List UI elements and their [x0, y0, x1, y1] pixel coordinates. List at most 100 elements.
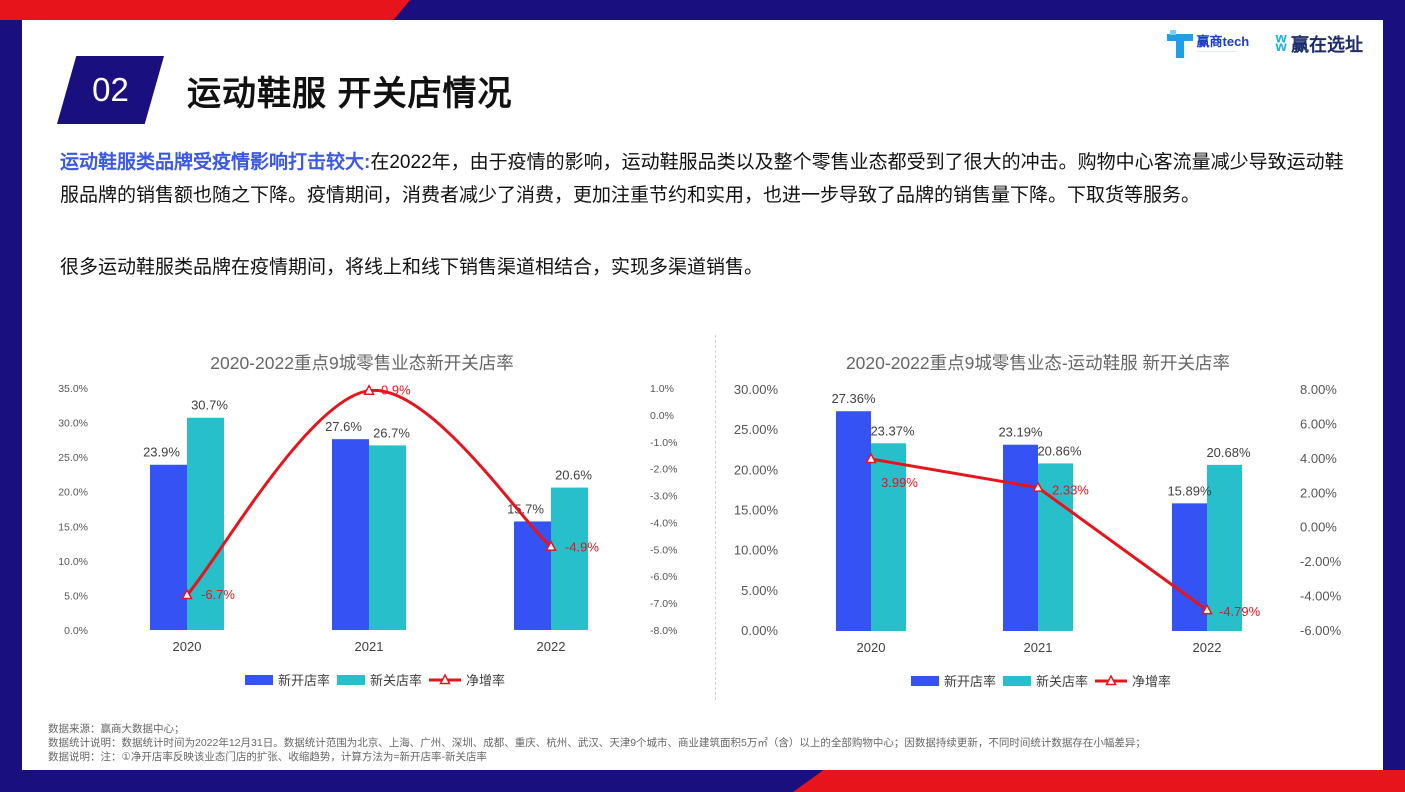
y-tick-label: 0.0% [64, 625, 88, 637]
bar-open-label: 23.19% [998, 425, 1043, 440]
bar-open-label: 27.36% [831, 391, 876, 406]
bar-open-label: 15.7% [507, 501, 544, 516]
y2-tick-label: -3.0% [650, 491, 677, 503]
footnote-method: 数据说明：注：①净开店率反映该业态门店的扩张、收缩趋势，计算方法为=新开店率-新… [48, 751, 488, 763]
y2-tick-label: -7.0% [650, 598, 677, 610]
legend-net-label: 净增率 [1132, 674, 1171, 689]
net-rate-label: 2.33% [1052, 483, 1089, 498]
y-tick-label: 35.0% [58, 383, 88, 395]
x-tick-label: 2021 [355, 639, 384, 654]
bar-close-rate [187, 417, 224, 630]
x-tick-label: 2020 [857, 640, 886, 655]
legend-close-label: 新关店率 [1036, 674, 1088, 689]
y-tick-label: 0.00% [741, 623, 778, 638]
y2-tick-label: -2.00% [1300, 554, 1342, 569]
chart-title: 2020-2022重点9城零售业态新开关店率 [210, 353, 513, 373]
net-rate-marker [545, 540, 557, 551]
chart-left: 2020-2022重点9城零售业态新开关店率 0.0% 5.0% 10.0% 15.0%… [58, 353, 677, 688]
top-left-red-stripe [0, 0, 410, 20]
bar-open-rate [514, 521, 551, 630]
net-rate-marker [363, 384, 375, 395]
winzai-logo-icon: ʬ [1275, 31, 1287, 56]
logo-winzai: ʬ 赢在选址 [1275, 31, 1363, 57]
slide-card [22, 20, 1383, 770]
footnote-source: 数据来源：赢商大数据中心； [48, 723, 185, 735]
legend-net-marker [439, 673, 451, 685]
y2-tick-label: 6.00% [1300, 416, 1337, 431]
section-number-badge: 02 [57, 56, 164, 124]
y-tick-label: 10.00% [734, 543, 779, 558]
bar-open-rate [836, 411, 871, 631]
legend-close-swatch [1003, 676, 1031, 686]
y-tick-label: 25.0% [58, 452, 88, 464]
footnote-scope: 数据统计说明：数据统计时间为2022年12月31日。数据统计范围为北京、上海、广… [48, 737, 1146, 749]
y2-tick-label: -6.0% [650, 571, 677, 583]
legend-net-marker [1105, 674, 1117, 686]
section-number: 02 [92, 71, 129, 108]
y-tick-label: 30.00% [734, 382, 779, 397]
chart-right: 2020-2022重点9城零售业态-运动鞋服 新开关店率 0.00% 5.00% 10… [734, 353, 1342, 689]
net-rate-marker [1201, 603, 1213, 615]
y2-tick-label: -6.00% [1300, 623, 1342, 638]
y-tick-label: 15.00% [734, 503, 779, 518]
y2-tick-label: 2.00% [1300, 485, 1337, 500]
bar-open-rate [150, 464, 187, 630]
bar-close-label: 30.7% [191, 398, 228, 413]
y2-tick-label: 1.0% [650, 383, 674, 395]
footnotes: 数据来源：赢商大数据中心； 数据统计说明：数据统计时间为2022年12月31日。… [48, 722, 1146, 764]
net-rate-label: 0.9% [381, 383, 411, 398]
y-tick-label: 10.0% [58, 556, 88, 568]
bar-open-rate [1003, 444, 1038, 631]
y-tick-label: 20.0% [58, 487, 88, 499]
net-rate-marker [865, 452, 877, 464]
intro-text: 在2022年，由于疫情的影响，运动鞋服品类以及整个零售业态都受到了很大的冲击。购… [60, 152, 1344, 206]
y2-tick-label: -5.0% [650, 544, 677, 556]
bar-close-rate [551, 487, 588, 630]
x-tick-label: 2022 [1193, 640, 1222, 655]
legend-close-label: 新关店率 [370, 673, 422, 688]
y-tick-label: 30.0% [58, 418, 88, 430]
chart-title: 2020-2022重点9城零售业态-运动鞋服 新开关店率 [846, 353, 1230, 373]
intro-highlight: 运动鞋服类品牌受疫情影响打击较大: [60, 152, 371, 173]
bar-close-label: 23.37% [870, 423, 915, 438]
bar-open-label: 15.89% [1167, 483, 1212, 498]
bar-open-label: 27.6% [325, 419, 362, 434]
x-tick-label: 2020 [173, 639, 202, 654]
y2-tick-label: -4.00% [1300, 589, 1342, 604]
bottom-right-red-stripe [793, 770, 1405, 792]
page-title: 运动鞋服 开关店情况 [187, 75, 513, 113]
y2-tick-label: 8.00% [1300, 382, 1337, 397]
legend-open-swatch [245, 675, 273, 685]
chart-divider [715, 335, 716, 700]
y2-tick-label: -1.0% [650, 437, 677, 449]
y-tick-label: 5.0% [64, 590, 88, 602]
intro-paragraph: 运动鞋服类品牌受疫情影响打击较大:在2022年，由于疫情的影响，运动鞋服品类以及… [60, 146, 1350, 212]
net-rate-label: -6.7% [201, 587, 235, 602]
bar-close-label: 20.6% [555, 468, 592, 483]
intro-line-2: 很多运动鞋服类品牌在疫情期间，将线上和线下销售渠道相结合，实现多渠道销售。 [60, 257, 764, 278]
y2-tick-label: 4.00% [1300, 451, 1337, 466]
legend-open-label: 新开店率 [944, 674, 996, 689]
y2-tick-label: -2.0% [650, 464, 677, 476]
logo-group: 赢商tech —————————— ʬ 赢在选址 [1166, 30, 1363, 58]
bar-close-rate [369, 445, 406, 630]
net-rate-marker [1032, 481, 1044, 492]
logo-right-text: 赢在选址 [1291, 35, 1363, 55]
y2-tick-label: -8.0% [650, 625, 677, 637]
y-tick-label: 25.00% [734, 422, 779, 437]
x-tick-label: 2021 [1024, 640, 1053, 655]
y2-tick-label: -4.0% [650, 517, 677, 529]
y-tick-label: 15.0% [58, 521, 88, 533]
logo-left-text: 赢商tech [1196, 33, 1250, 49]
bar-close-rate [1207, 464, 1242, 631]
bar-close-rate [871, 443, 906, 631]
y-tick-label: 5.00% [741, 583, 778, 598]
legend-open-swatch [911, 676, 939, 686]
x-tick-label: 2022 [537, 639, 566, 654]
legend-open-label: 新开店率 [278, 673, 330, 688]
net-rate-marker [181, 588, 193, 600]
legend-close-swatch [337, 675, 365, 685]
legend-net-label: 净增率 [466, 673, 505, 688]
y2-tick-label: 0.0% [650, 410, 674, 422]
y-tick-label: 20.00% [734, 462, 779, 477]
